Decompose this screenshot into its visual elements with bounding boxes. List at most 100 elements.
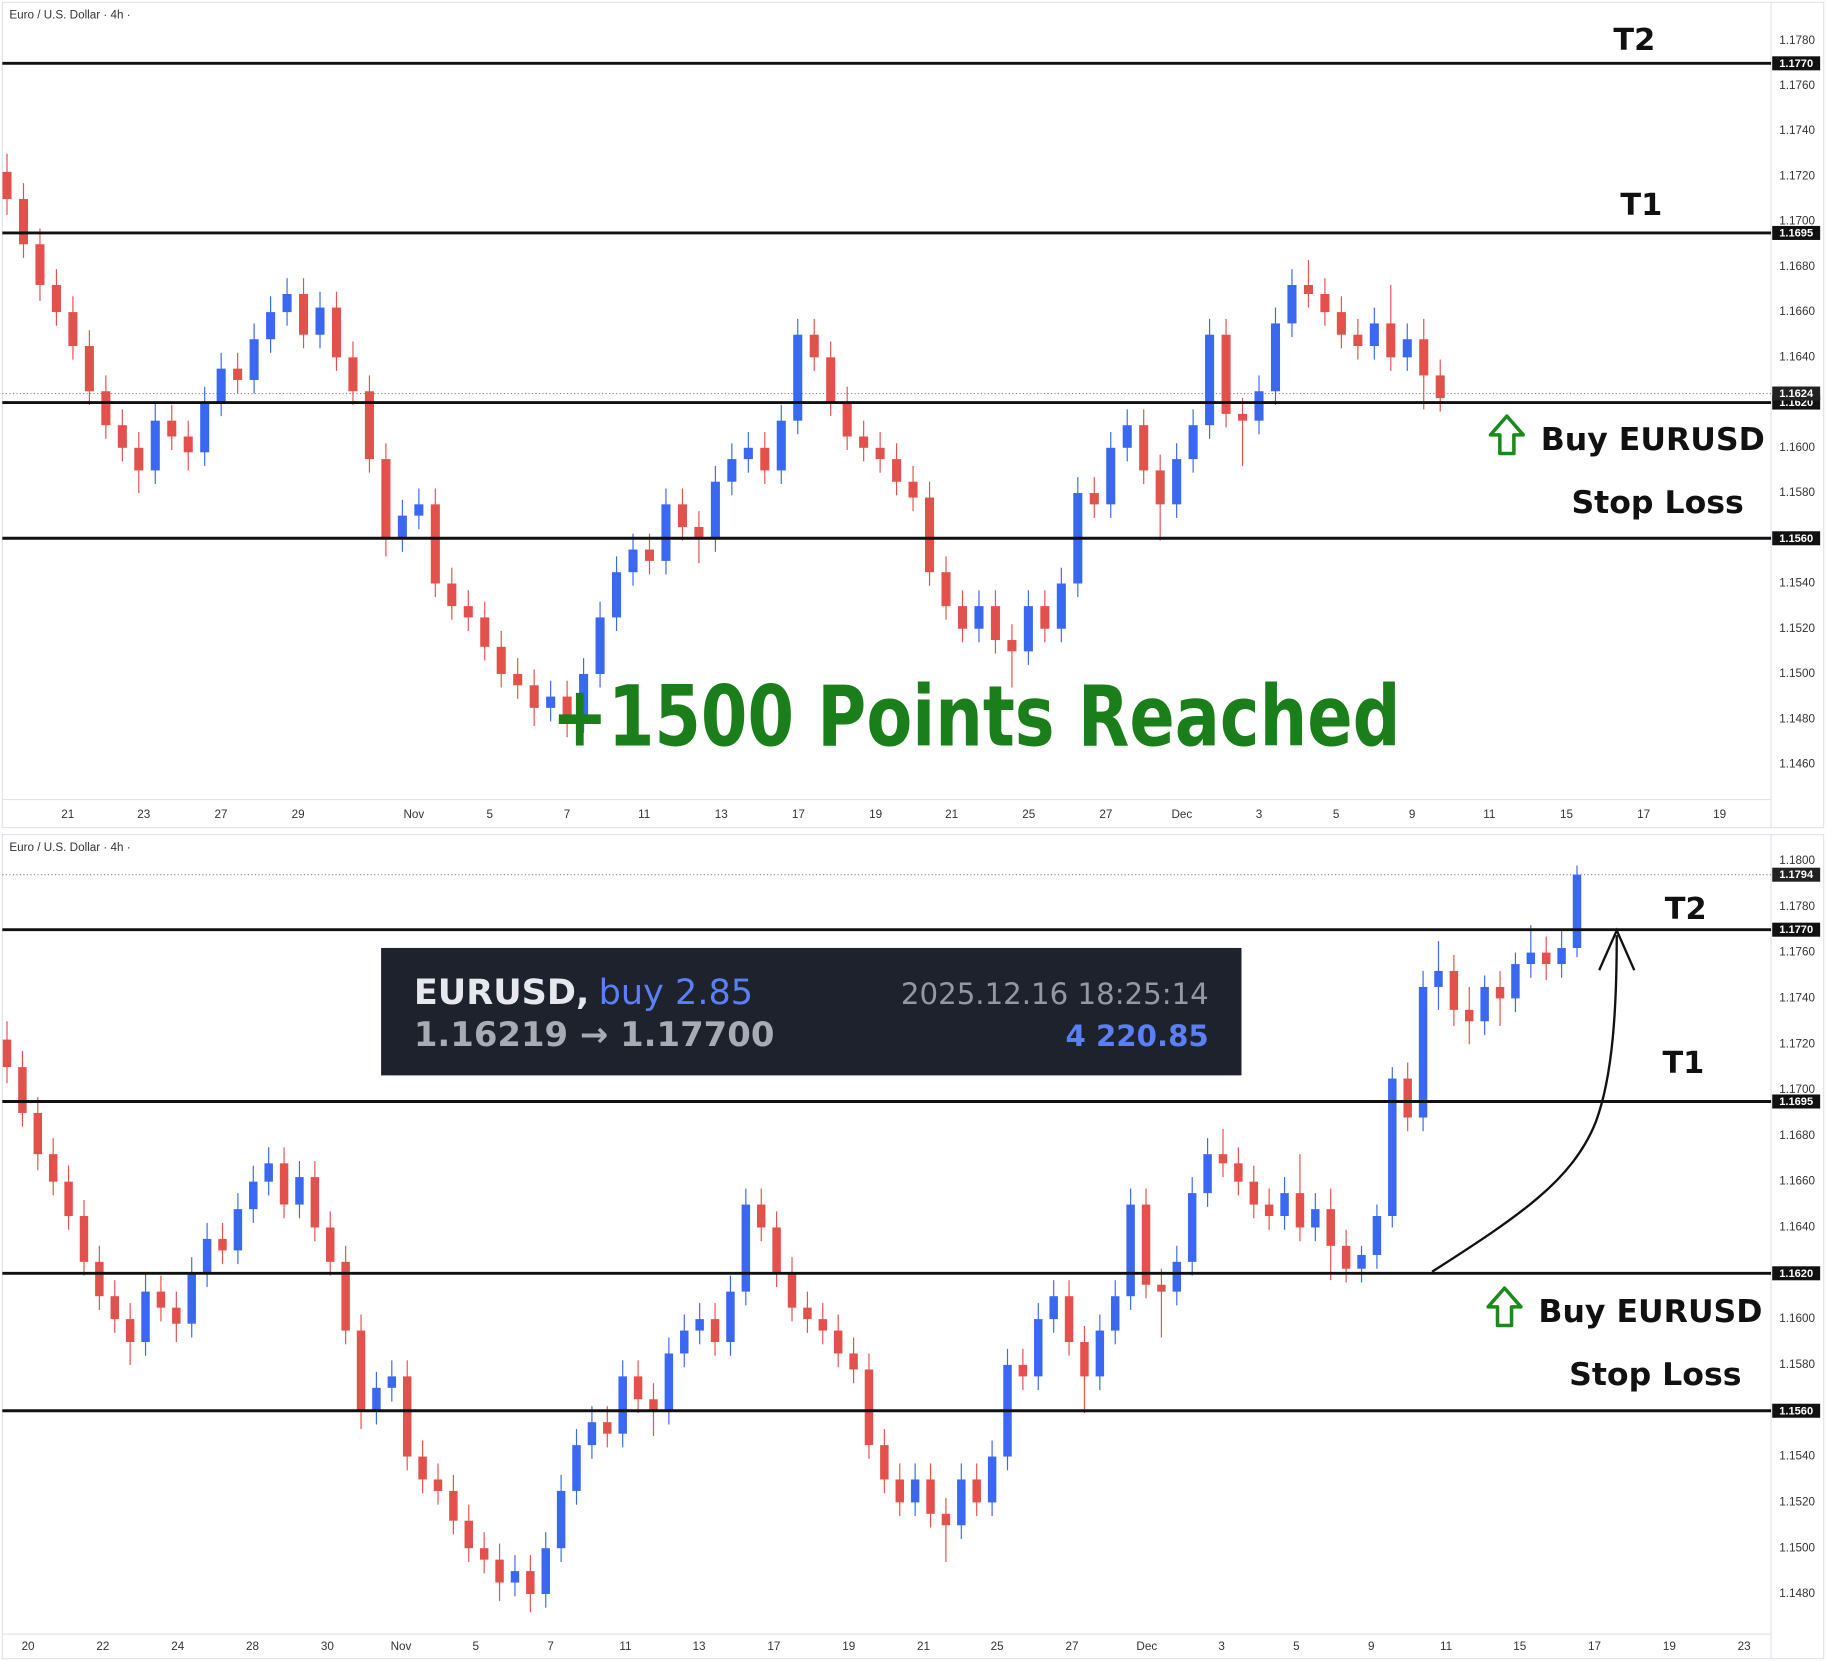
- candle-body: [772, 1227, 781, 1274]
- candle-body: [125, 1319, 135, 1343]
- candle-body: [1572, 874, 1582, 949]
- candle-body: [348, 357, 358, 392]
- candle-body: [727, 459, 737, 482]
- candle-body: [1155, 470, 1165, 505]
- x-tick-label: 3: [1218, 1640, 1225, 1653]
- candle-body: [1141, 1204, 1151, 1285]
- candle-body: [35, 244, 45, 285]
- candle-body: [433, 1479, 443, 1491]
- candle-body: [633, 1376, 643, 1400]
- trade-profit: 4 220.85: [1065, 1019, 1208, 1053]
- bottom-panel: 1.18001.17801.17601.17401.17201.17001.16…: [2, 854, 1821, 1653]
- candle-body: [1526, 952, 1536, 965]
- y-tick-label: 1.1520: [1779, 1495, 1815, 1508]
- y-tick-label: 1.1800: [1779, 854, 1815, 867]
- candle-body: [880, 1445, 889, 1480]
- candle-body: [618, 1376, 627, 1434]
- candle-body: [1056, 583, 1066, 629]
- x-tick-label: 11: [1440, 1640, 1452, 1653]
- x-tick-label: 11: [1483, 808, 1495, 821]
- candle-body: [218, 1238, 227, 1251]
- y-tick-label: 1.1500: [1779, 667, 1815, 680]
- x-tick-label: 5: [1293, 1640, 1300, 1653]
- candle-body: [562, 696, 572, 720]
- candle-body: [875, 447, 885, 460]
- candle-body: [1188, 425, 1198, 460]
- x-tick-label: 7: [564, 808, 571, 821]
- candle-body: [1336, 312, 1346, 335]
- last-price-box: [1772, 867, 1821, 882]
- target-label: T2: [1613, 23, 1655, 58]
- x-tick-label: 21: [917, 1640, 930, 1653]
- candle-body: [1126, 1204, 1135, 1297]
- candle-body: [1234, 1163, 1243, 1182]
- candle-body: [1064, 1296, 1074, 1343]
- x-tick-label: 29: [292, 808, 305, 821]
- candle-body: [974, 606, 984, 629]
- candle-body: [1122, 425, 1132, 448]
- candle-body: [957, 606, 968, 629]
- x-tick-label: 5: [487, 808, 494, 821]
- price-box-label: 1.1620: [1779, 397, 1813, 409]
- candle-body: [1095, 1330, 1105, 1377]
- candle-body: [1172, 459, 1182, 505]
- y-tick-label: 1.1660: [1779, 1175, 1815, 1188]
- x-tick-label: 9: [1409, 808, 1416, 821]
- y-tick-label: 1.1740: [1779, 124, 1815, 137]
- panel-frame: [1, 1, 1825, 829]
- x-tick-label: 19: [869, 808, 882, 821]
- y-tick-label: 1.1520: [1779, 622, 1815, 635]
- x-tick-label: 23: [1738, 1640, 1751, 1653]
- x-tick-label: 19: [842, 1640, 855, 1653]
- candle-body: [264, 1163, 273, 1182]
- candle-body: [1238, 413, 1248, 421]
- candle-body: [1034, 1319, 1043, 1377]
- candle-body: [1419, 339, 1429, 376]
- candle-body: [579, 673, 589, 720]
- candle-body: [141, 1291, 150, 1343]
- candle-body: [1353, 334, 1363, 347]
- x-tick-label: Nov: [391, 1640, 412, 1653]
- up-arrow-icon: [1486, 1286, 1523, 1328]
- panel-frame: [1, 834, 1825, 1660]
- y-tick-label: 1.1640: [1779, 1221, 1815, 1234]
- symbol-title: Euro / U.S. Dollar · 4h ·: [9, 841, 130, 854]
- candle-body: [710, 481, 720, 539]
- candle-body: [95, 1261, 104, 1297]
- y-tick-label: 1.1660: [1779, 305, 1815, 318]
- candle-body: [1311, 1209, 1320, 1228]
- candle-body: [1157, 1284, 1166, 1292]
- price-box: [1772, 922, 1821, 937]
- candle-body: [156, 1291, 166, 1308]
- candle-body: [418, 1456, 427, 1480]
- candle-body: [172, 1307, 181, 1324]
- candle-body: [1172, 1261, 1182, 1292]
- top-panel: 1.1780 1.1760 1.1740 1.1720 1.1700 1.1680 1.16…: [2, 34, 1821, 821]
- candle-body: [216, 368, 226, 403]
- x-tick-label: 21: [945, 808, 958, 821]
- candle-body: [249, 1181, 258, 1210]
- candle-body: [859, 436, 869, 448]
- price-box: [1772, 1266, 1821, 1281]
- x-tick-label: 25: [1022, 808, 1035, 821]
- candle-body: [743, 447, 753, 460]
- x-tick-label: Nov: [403, 808, 424, 821]
- candle-body: [776, 420, 786, 471]
- y-tick-label: 1.1580: [1779, 486, 1815, 499]
- target-label: T1: [1662, 1046, 1704, 1081]
- target-label: T2: [1665, 892, 1707, 927]
- candle-body: [1357, 1254, 1366, 1269]
- x-tick-label: 21: [61, 808, 74, 821]
- candle-body: [842, 402, 852, 437]
- candle-body: [387, 1376, 397, 1388]
- candle-body: [510, 1571, 520, 1583]
- candle-body: [818, 1319, 828, 1331]
- entry-label: Buy EURUSD: [1538, 1294, 1762, 1330]
- candle-body: [908, 481, 918, 498]
- candle-body: [546, 696, 556, 708]
- trade-side: buy 2.85: [599, 972, 753, 1013]
- candle-body: [1218, 1154, 1228, 1164]
- candle-body: [430, 504, 440, 584]
- y-tick-label: 1.1780: [1779, 900, 1815, 913]
